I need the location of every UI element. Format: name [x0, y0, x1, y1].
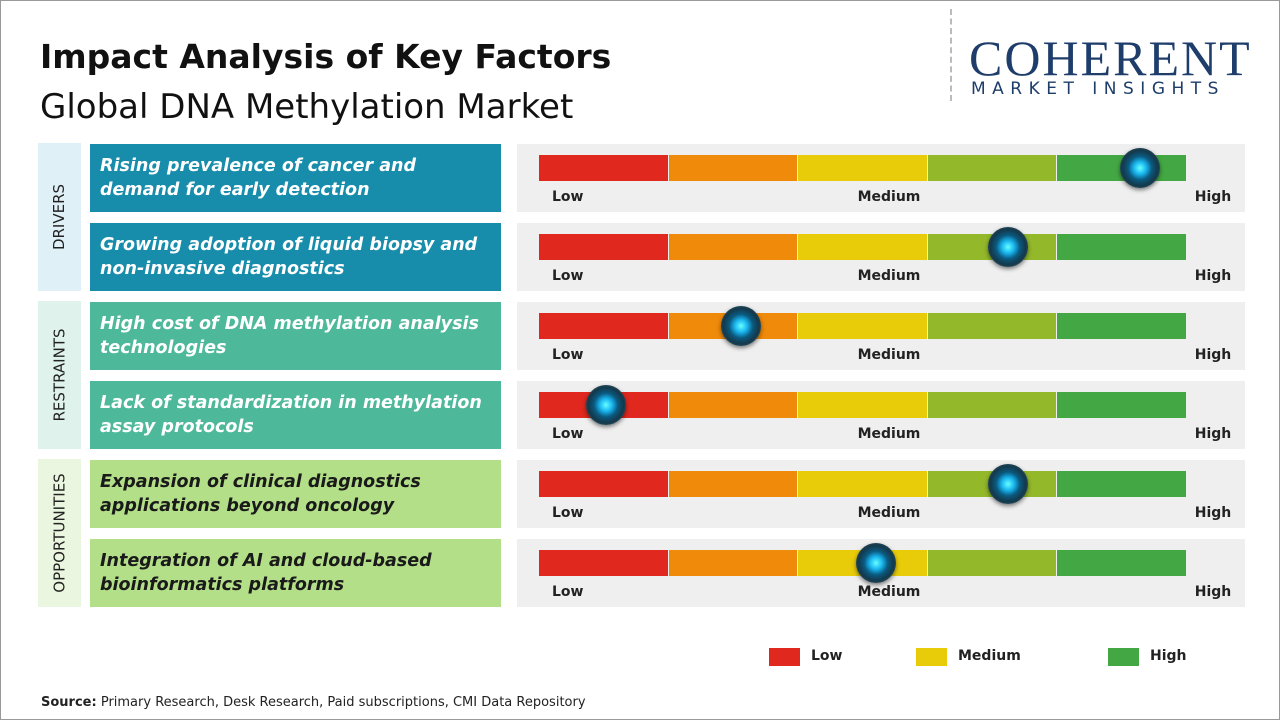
scale-label: High — [1194, 425, 1232, 442]
divider — [950, 9, 952, 101]
scale-label: High — [1194, 189, 1232, 205]
legend-label: Medium — [958, 648, 1021, 664]
group-label: RESTRAINTS — [38, 301, 81, 449]
group-label: OPPORTUNITIES — [38, 459, 81, 607]
gauge-segment — [1057, 313, 1186, 339]
scale-label: Medium — [857, 425, 921, 442]
gauge-segment — [539, 471, 668, 497]
factor: Lack of standardization in methylation a… — [90, 380, 501, 449]
gauge-segment — [798, 471, 927, 497]
factor: Expansion of clinical diagnostics applic… — [90, 460, 501, 528]
gauge-segment — [668, 391, 798, 418]
scale-label: High — [1194, 347, 1232, 363]
scale-label: Low — [552, 189, 584, 205]
gauge-segment — [539, 233, 668, 260]
scale-label: Medium — [857, 267, 921, 284]
factor: Growing adoption of liquid biopsy and no… — [90, 222, 501, 291]
gauge-segment — [798, 155, 927, 181]
legend-label: High — [1150, 648, 1187, 664]
scale-label: Low — [552, 347, 584, 363]
gauge-segment — [1057, 549, 1186, 576]
scale-label: Low — [552, 267, 584, 284]
gauge-segment — [927, 155, 1057, 181]
group-name: RESTRAINTS — [50, 328, 69, 422]
gauge-segment — [668, 155, 798, 181]
gauge-segment — [927, 391, 1057, 418]
subtitle: Global DNA Methylation Market — [40, 87, 574, 127]
gauge-segment — [1057, 233, 1186, 260]
legend-swatch — [916, 648, 947, 666]
factor: High cost of DNA methylation analysis te… — [90, 302, 501, 370]
title: Impact Analysis of Key Factors — [40, 37, 612, 76]
impact-knob — [1120, 148, 1161, 188]
impact-knob — [988, 464, 1029, 504]
logo-name: COHERENT — [969, 30, 1252, 86]
scale-label: Medium — [857, 583, 921, 600]
impact-knob — [855, 542, 896, 583]
gauge-segment — [927, 549, 1057, 576]
scale-label: Medium — [857, 347, 921, 363]
gauge-segment — [539, 155, 668, 181]
legend-swatch — [1108, 648, 1139, 666]
factor: Integration of AI and cloud-based bioinf… — [90, 538, 501, 607]
logo-tagline: MARKET INSIGHTS — [971, 79, 1225, 99]
gauge-segment — [668, 549, 798, 576]
scale-label: Low — [552, 425, 584, 442]
gauge-segment — [798, 313, 927, 339]
source: Source: Primary Research, Desk Research,… — [41, 695, 586, 710]
scale-label: High — [1194, 583, 1232, 600]
group-label: DRIVERS — [38, 143, 81, 291]
gauge-segment — [927, 313, 1057, 339]
group-name: DRIVERS — [50, 183, 69, 251]
impact-knob — [721, 306, 762, 346]
gauge-segment — [668, 233, 798, 260]
gauge-segment — [539, 549, 668, 576]
gauge-segment — [1057, 391, 1186, 418]
gauge-segment — [1057, 471, 1186, 497]
source-label: Source: — [41, 695, 97, 710]
scale-label: High — [1194, 505, 1232, 521]
legend-label: Low — [811, 648, 843, 664]
gauge-segment — [668, 471, 798, 497]
scale-label: Low — [552, 505, 584, 521]
factor: Rising prevalence of cancer and demand f… — [90, 144, 501, 212]
scale-label: Medium — [857, 505, 921, 521]
scale-label: Medium — [857, 189, 921, 205]
scale-label: Low — [552, 583, 584, 600]
source-text: Primary Research, Desk Research, Paid su… — [100, 695, 586, 710]
impact-knob — [586, 384, 627, 425]
scale-label: High — [1194, 267, 1232, 284]
gauge-segment — [539, 313, 668, 339]
gauge-segment — [798, 233, 927, 260]
gauge-segment — [798, 391, 927, 418]
legend-swatch — [769, 648, 800, 666]
impact-knob — [988, 226, 1029, 267]
group-name: OPPORTUNITIES — [50, 473, 69, 593]
